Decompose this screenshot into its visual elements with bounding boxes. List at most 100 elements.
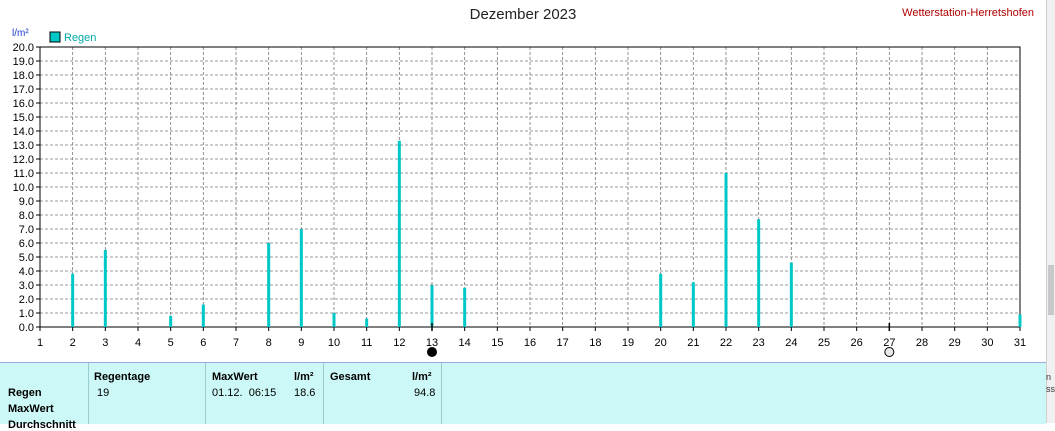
y-tick-label: 3.0 (19, 280, 34, 292)
y-tick-label: 11.0 (13, 168, 34, 180)
header-maxwert: MaxWert (212, 371, 258, 383)
rain-bar (71, 273, 75, 327)
rain-bar (267, 243, 271, 327)
y-tick-label: 4.0 (19, 266, 34, 278)
chart-area: 0.0 1.0 2.0 3.0 4.0 5.0 6.0 7.0 8.0 9.0 10.0 11.0 12… (12, 6, 1034, 357)
y-tick-label: 5.0 (19, 252, 34, 264)
scrollbar-thumb[interactable] (1048, 265, 1054, 315)
edge-text-1: n (1046, 372, 1052, 382)
row-label-maxwert: MaxWert (8, 403, 54, 415)
row-label-durchschnitt: Durchschnitt (8, 419, 76, 431)
y-tick-label: 10.0 (13, 182, 34, 194)
x-tick-label: 11 (361, 337, 372, 349)
vertical-scrollbar[interactable] (1046, 0, 1055, 423)
full-moon-icon (884, 347, 895, 357)
x-tick-label: 5 (168, 337, 174, 349)
stats-divider (323, 363, 324, 424)
row-label-regen: Regen (8, 387, 42, 399)
header-regentage: Regentage (94, 371, 151, 383)
rain-bar (365, 318, 369, 327)
rain-bar (201, 304, 205, 327)
x-tick-label: 4 (135, 337, 141, 349)
y-tick-label: 12.0 (13, 154, 34, 166)
y-tick-label: 6.0 (19, 238, 34, 250)
total-value: 94.8 (414, 387, 436, 399)
y-tick-label: 16.0 (13, 98, 34, 110)
x-tick-label: 19 (622, 337, 634, 349)
header-unit-total: l/m² (412, 371, 432, 383)
x-tick-label: 9 (298, 337, 304, 349)
x-tick-label: 3 (102, 337, 108, 349)
rain-chart: 0.01.02.03.04.05.06.07.08.09.010.011.012… (12, 28, 1026, 357)
new-moon-icon (427, 347, 437, 357)
stats-divider (88, 363, 89, 424)
rain-bar (332, 313, 336, 327)
x-tick-label: 1 (37, 337, 43, 349)
rain-bar (397, 140, 401, 327)
rain-bar (789, 262, 793, 327)
rain-bar (463, 287, 467, 327)
stats-table: Regentage MaxWert l/m² Gesamt l/m² Regen… (0, 362, 1046, 431)
y-tick-label: 7.0 (19, 224, 34, 236)
x-tick-label: 27 (883, 337, 895, 349)
x-tick-label: 25 (818, 337, 830, 349)
x-tick-label: 29 (949, 337, 961, 349)
rain-bar (299, 229, 303, 327)
header-gesamt: Gesamt (330, 371, 371, 383)
rain-bar (724, 173, 728, 327)
max-value: 18.6 (294, 387, 316, 399)
x-tick-label: 20 (655, 337, 667, 349)
header-unit-max: l/m² (294, 371, 314, 383)
rain-bar (169, 315, 173, 327)
x-tick-label: 21 (687, 337, 699, 349)
y-axis-unit: l/m² (12, 28, 29, 39)
x-tick-label: 16 (524, 337, 536, 349)
x-tick-label: 30 (981, 337, 993, 349)
legend-label: Regen (64, 32, 96, 44)
x-tick-label: 8 (266, 337, 272, 349)
x-tick-label: 18 (589, 337, 601, 349)
x-tick-label: 26 (851, 337, 863, 349)
rain-bar (691, 282, 695, 327)
x-tick-label: 31 (1014, 337, 1026, 349)
y-tick-label: 9.0 (19, 196, 34, 208)
x-tick-label: 2 (70, 337, 76, 349)
stats-divider (205, 363, 206, 424)
legend-swatch (49, 31, 61, 43)
x-tick-label: 12 (393, 337, 405, 349)
y-tick-label: 1.0 (19, 308, 34, 320)
edge-text-2: ss (1046, 384, 1055, 394)
y-tick-label: 19.0 (13, 56, 34, 68)
x-tick-label: 10 (328, 337, 340, 349)
y-tick-label: 15.0 (13, 112, 34, 124)
plot-frame (39, 46, 1021, 328)
x-tick-label: 24 (785, 337, 797, 349)
x-tick-label: 15 (491, 337, 503, 349)
rain-bar (103, 250, 107, 327)
x-tick-label: 28 (916, 337, 928, 349)
rain-bar (659, 273, 663, 327)
rain-bar (430, 285, 434, 327)
regentage-value: 19 (97, 387, 110, 399)
x-tick-label: 6 (200, 337, 206, 349)
station-name: Wetterstation-Herretshofen (902, 7, 1034, 19)
y-tick-label: 17.0 (13, 84, 34, 96)
x-tick-label: 22 (720, 337, 732, 349)
x-tick-label: 17 (557, 337, 569, 349)
y-tick-label: 8.0 (19, 210, 34, 222)
x-tick-label: 23 (753, 337, 765, 349)
rain-bar (757, 219, 761, 327)
y-tick-label: 14.0 (13, 126, 34, 138)
x-tick-label: 13 (426, 337, 438, 349)
y-tick-label: 2.0 (19, 294, 34, 306)
x-tick-label: 14 (459, 337, 471, 349)
y-tick-label: 18.0 (13, 70, 34, 82)
y-tick-label: 20.0 (13, 42, 34, 54)
x-tick-label: 7 (233, 337, 239, 349)
stats-divider (441, 363, 442, 424)
chart-title: Dezember 2023 (469, 6, 577, 23)
rain-bar (1018, 314, 1022, 327)
y-tick-label: 0.0 (19, 322, 34, 334)
max-time-value: 01.12. 06:15 (212, 387, 277, 399)
y-tick-label: 13.0 (13, 140, 34, 152)
